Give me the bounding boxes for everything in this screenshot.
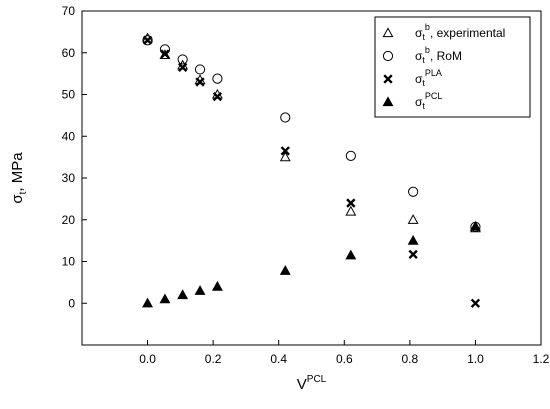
data-point bbox=[212, 91, 223, 102]
data-point bbox=[212, 73, 223, 84]
data-point bbox=[194, 64, 206, 75]
y-tick-label: 10 bbox=[62, 255, 76, 269]
y-tick-label: 0 bbox=[68, 296, 75, 310]
x-tick-label: 0.4 bbox=[270, 352, 287, 366]
data-point bbox=[407, 214, 419, 224]
data-point bbox=[345, 249, 357, 260]
data-point bbox=[142, 35, 153, 45]
legend-label: σtb, RoM bbox=[415, 45, 462, 65]
data-point bbox=[345, 205, 357, 216]
data-point bbox=[178, 62, 188, 73]
y-tick-label: 60 bbox=[62, 46, 76, 60]
x-axis-label-sup: PCL bbox=[307, 374, 327, 385]
x-tick-label: 1.0 bbox=[467, 352, 484, 366]
data-point bbox=[470, 298, 481, 308]
y-tick-label: 50 bbox=[62, 88, 76, 102]
data-point bbox=[194, 285, 206, 295]
legend-label: σtPLA bbox=[415, 68, 442, 88]
y-tick-label: 70 bbox=[62, 4, 76, 18]
data-point bbox=[142, 297, 154, 308]
legend-marker bbox=[382, 96, 394, 107]
data-point bbox=[159, 293, 171, 304]
series-2 bbox=[142, 35, 481, 308]
legend-label: σtb, experimental bbox=[415, 22, 505, 42]
data-point bbox=[408, 186, 419, 197]
series-3 bbox=[142, 220, 481, 308]
x-axis-label: VPCL bbox=[297, 374, 327, 393]
legend-marker bbox=[383, 74, 393, 84]
data-point bbox=[160, 49, 170, 59]
data-point bbox=[280, 112, 291, 123]
x-tick-label: 0.8 bbox=[402, 352, 419, 366]
x-tick-label: 1.2 bbox=[533, 352, 550, 366]
data-point bbox=[407, 234, 419, 245]
x-tick-label: 0.6 bbox=[336, 352, 353, 366]
y-tick-label: 40 bbox=[62, 129, 76, 143]
data-point bbox=[177, 54, 188, 65]
data-point bbox=[280, 146, 290, 156]
y-axis-label: σt, MPa bbox=[9, 152, 29, 204]
data-point bbox=[345, 150, 356, 161]
y-axis-label-main: σ bbox=[9, 194, 26, 204]
y-tick-label: 20 bbox=[62, 213, 76, 227]
y-axis-label-sub: t bbox=[18, 191, 29, 194]
x-tick-label: 0.2 bbox=[205, 352, 222, 366]
data-point bbox=[408, 249, 418, 260]
x-axis: 0.0 0.2 0.4 0.6 0.8 1.0 1.2 bbox=[139, 340, 550, 366]
data-point bbox=[279, 151, 291, 162]
legend: σtb, experimental σtb, RoM σtPLA σtPCL bbox=[374, 16, 531, 118]
data-point bbox=[177, 289, 189, 300]
data-point bbox=[211, 280, 223, 291]
data-point bbox=[142, 35, 153, 46]
data-point bbox=[346, 198, 356, 208]
y-axis: 0 10 20 30 40 50 60 70 bbox=[62, 4, 87, 310]
x-axis-label-main: V bbox=[297, 376, 307, 393]
data-marks bbox=[142, 32, 481, 308]
data-point bbox=[195, 77, 205, 87]
y-tick-label: 30 bbox=[62, 171, 76, 185]
legend-marker bbox=[382, 50, 394, 62]
legend-label: σtPCL bbox=[415, 91, 442, 111]
data-point bbox=[469, 220, 481, 231]
legend-box bbox=[374, 16, 531, 118]
y-axis-label-rest: , MPa bbox=[9, 152, 26, 192]
legend-marker bbox=[382, 27, 394, 38]
x-tick-label: 0.0 bbox=[139, 352, 156, 366]
data-point bbox=[279, 265, 291, 275]
